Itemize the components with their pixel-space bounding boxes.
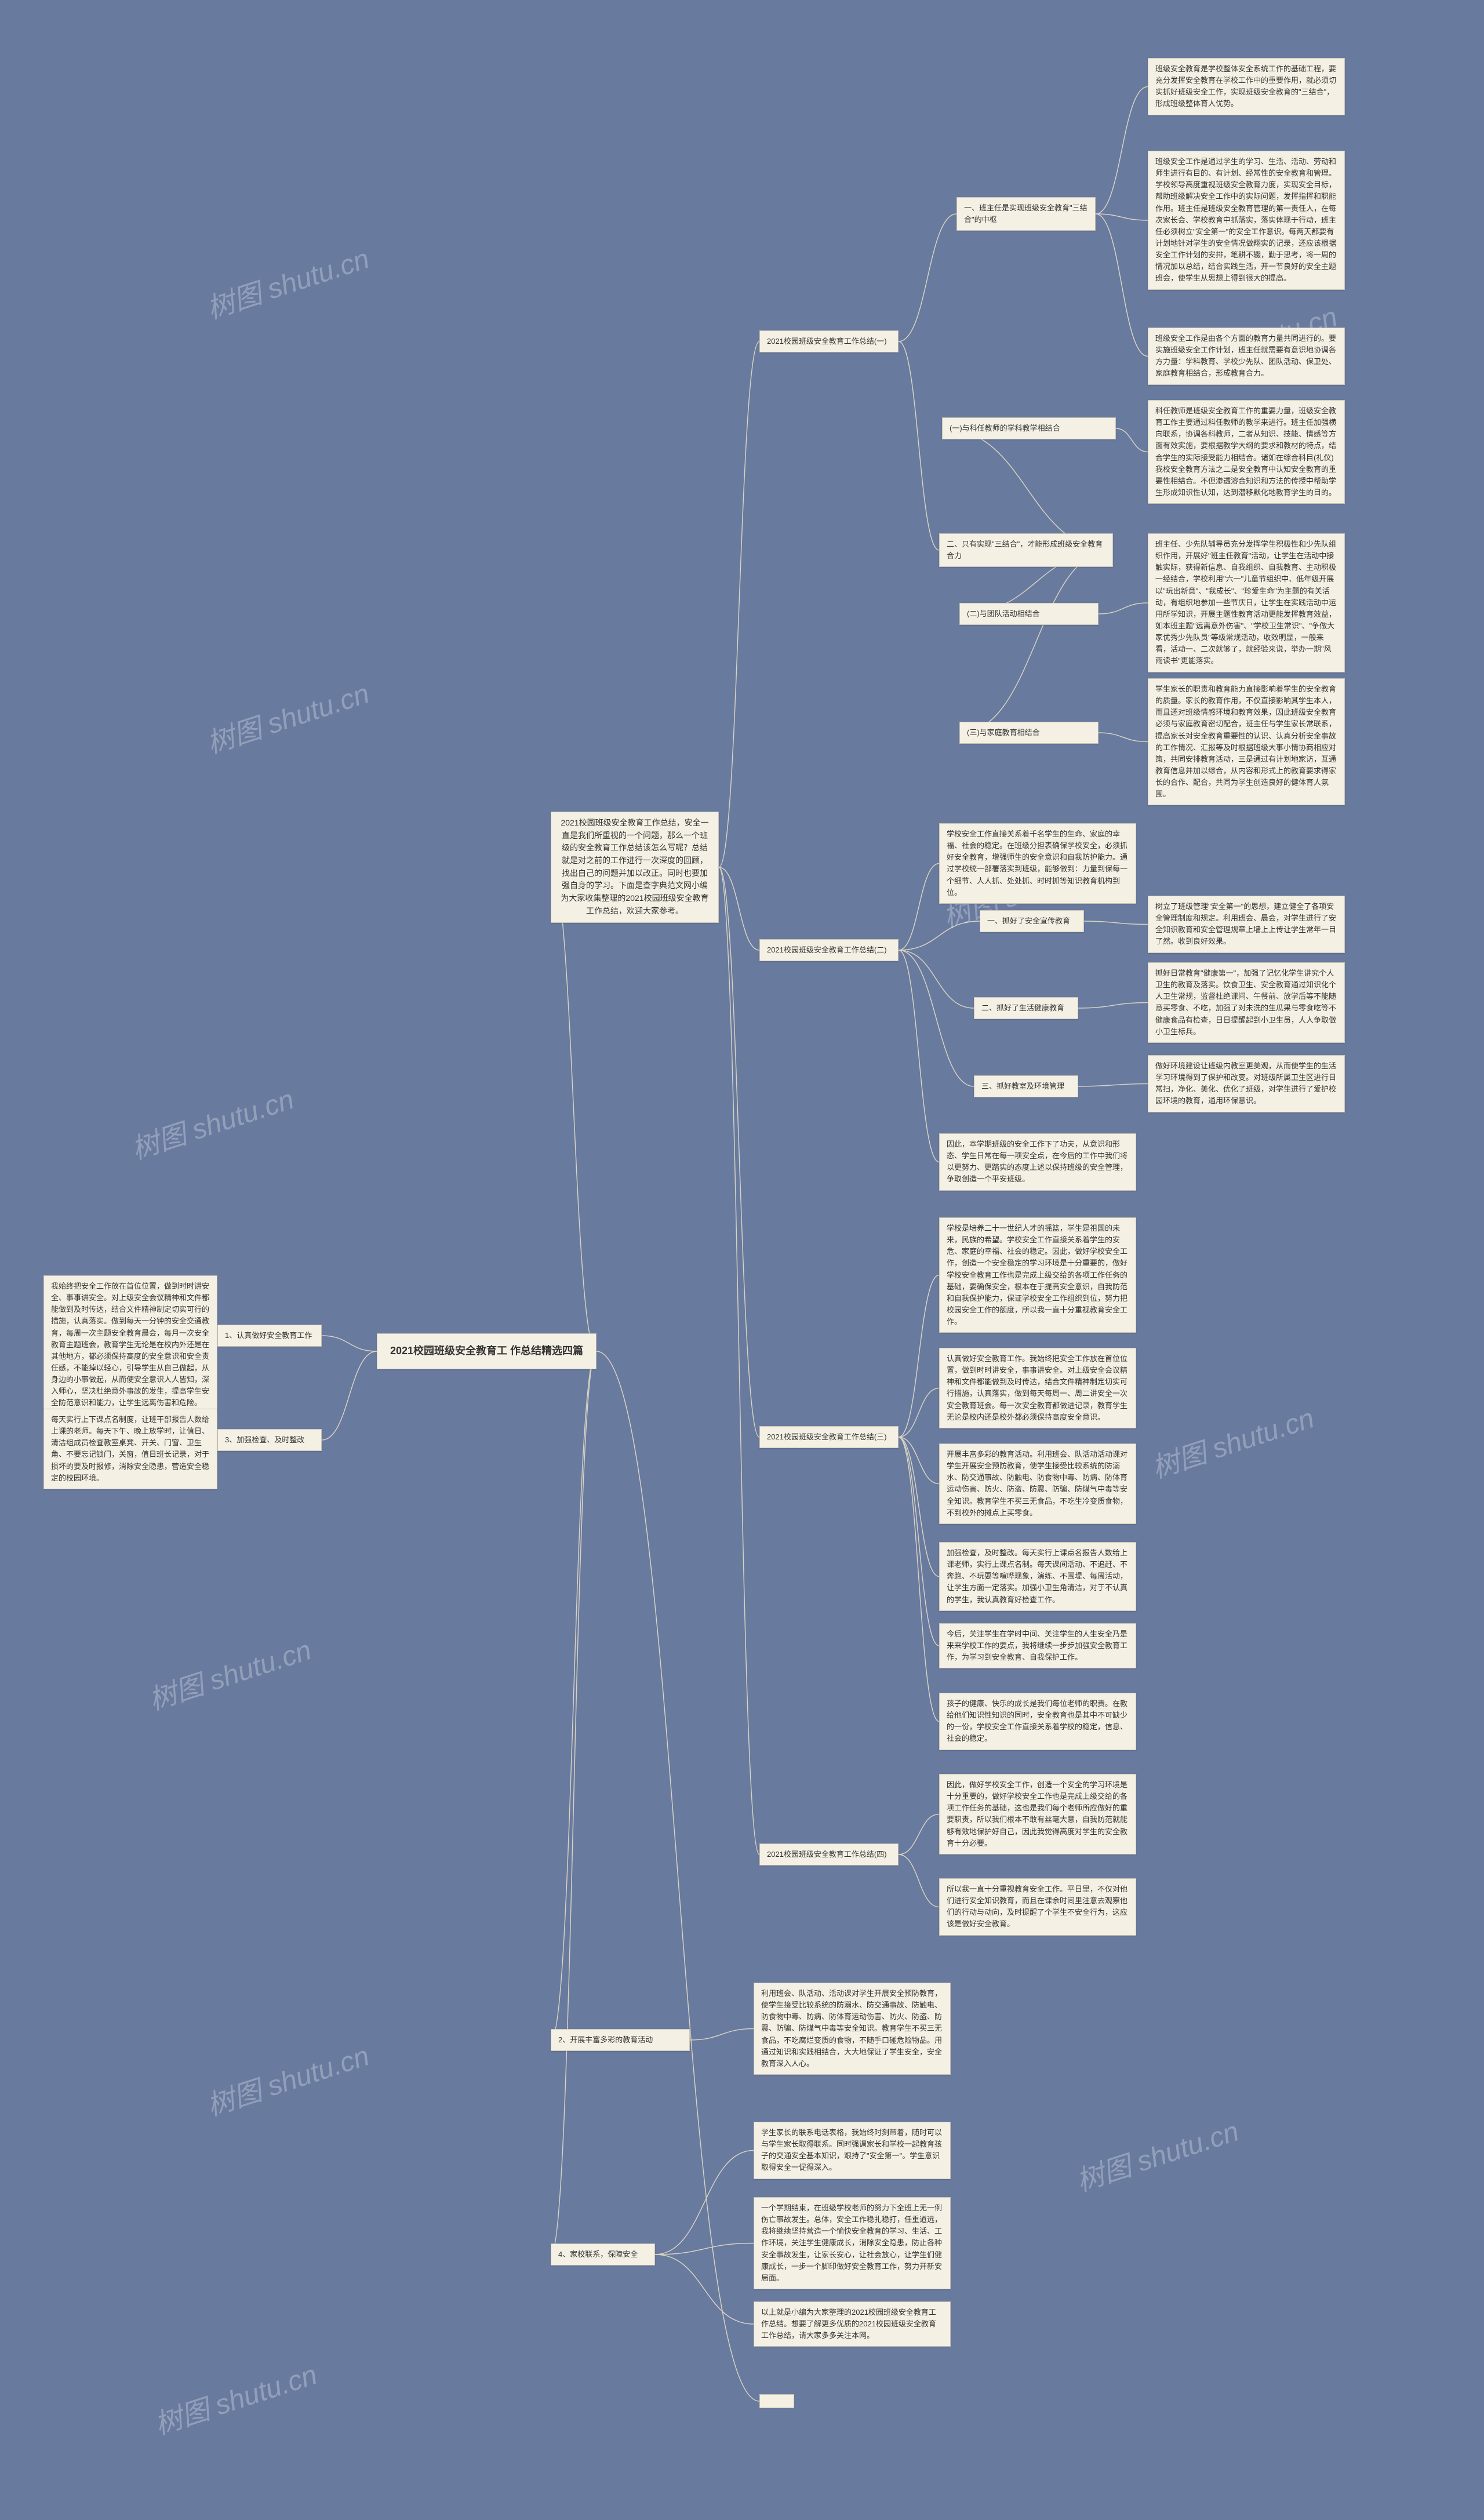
node-S1b[interactable]: 二、只有实现"三结合"，才能形成班级安全教育合力	[939, 533, 1113, 567]
connector	[1099, 603, 1148, 614]
node-S2[interactable]: 2021校园班级安全教育工作总结(二)	[759, 939, 899, 961]
node-S1b2[interactable]: (二)与团队活动相结合	[959, 603, 1099, 625]
watermark: 树图 shutu.cn	[1145, 1395, 1318, 1486]
node-S3d[interactable]: 加强检查，及时整改。每天实行上课点名报告人数给上课老师，实行上课点名制。每天课间…	[939, 1542, 1136, 1611]
connector	[899, 1437, 939, 1722]
node-S2iii[interactable]: 三、抓好教室及环境管理	[974, 1075, 1078, 1097]
node-S1a1[interactable]: 班级安全工作是通过学生的学习、生活、活动、劳动和师生进行有目的、有计划、经常性的…	[1148, 151, 1345, 290]
node-B4b[interactable]: 一个学期结束，在班级学校老师的努力下全班上无一例伤亡事故发生。总体，安全工作稳扎…	[754, 2197, 951, 2289]
node-S4[interactable]: 2021校园班级安全教育工作总结(四)	[759, 1843, 899, 1866]
watermark: 树图 shutu.cn	[125, 1077, 298, 1167]
connector	[719, 867, 759, 950]
node-S4b[interactable]: 所以我一直十分重视教育安全工作。平日里，不仅对他们进行安全知识教育，而且在课余时…	[939, 1878, 1136, 1936]
watermark: 树图 shutu.cn	[201, 671, 373, 761]
node-L1[interactable]: 1、认真做好安全教育工作	[217, 1325, 322, 1347]
connector	[899, 921, 980, 950]
connector	[719, 867, 759, 1437]
connector	[899, 214, 956, 341]
node-S1b2d[interactable]: 班主任、少先队辅导员充分发挥学生积极性和少先队组织作用，开展好"班主任教育"活动…	[1148, 533, 1345, 672]
node-S2id[interactable]: 树立了班级管理"安全第一"的思想，建立健全了各项安全管理制度和规定。利用班会、晨…	[1148, 896, 1345, 953]
node-S1b3d[interactable]: 学生家长的职责和教育能力直接影响着学生的安全教育的质量。家长的教育作用，不仅直接…	[1148, 678, 1345, 805]
connector	[899, 1437, 939, 1577]
connector	[719, 867, 759, 1854]
node-S2iiid[interactable]: 做好环境建设让班级内教室更美观，从而使学生的生活学习环境得到了保护和改变。对班级…	[1148, 1055, 1345, 1112]
node-S2top[interactable]: 学校安全工作直接关系着千名学生的生命、家庭的幸福、社会的稳定。在班级分担表确保学…	[939, 823, 1136, 904]
connector	[942, 428, 1113, 550]
connector	[1096, 214, 1148, 357]
connector	[899, 1437, 939, 1484]
node-S3e[interactable]: 今后，关注学生在学时中间、关注学生的人生安全乃是来来学校工作的要点，我将继续一步…	[939, 1623, 1136, 1668]
connector	[899, 1854, 939, 1907]
connector	[899, 341, 939, 550]
node-S3b[interactable]: 认真做好安全教育工作。我始终把安全工作放在首位位置，做到时时讲安全，事事讲安全。…	[939, 1348, 1136, 1428]
connector	[899, 1388, 939, 1438]
node-L3d[interactable]: 每天实行上下课点名制度，让班干部报告人数给上课的老师。每天下午、晚上放学时，让值…	[43, 1409, 217, 1489]
node-S3[interactable]: 2021校园班级安全教育工作总结(三)	[759, 1426, 899, 1448]
connector	[899, 1437, 939, 1646]
connector	[1096, 87, 1148, 214]
node-S2iid[interactable]: 抓好日常教育"健康第一"，加强了记忆化学生讲究个人卫生的教育及落实。饮食卫生、安…	[1148, 962, 1345, 1043]
node-S1b3[interactable]: (三)与家庭教育相结合	[959, 722, 1099, 744]
connector	[959, 550, 1113, 733]
connector	[1078, 1003, 1148, 1009]
node-B2[interactable]: 2、开展丰富多彩的教育活动	[551, 2029, 690, 2051]
empty-leaf	[759, 2394, 794, 2408]
connector	[899, 864, 939, 951]
connector	[719, 341, 759, 867]
node-S1a[interactable]: 一、班主任是实现班级安全教育"三结合"的中枢	[956, 197, 1096, 231]
node-S2ii[interactable]: 二、抓好了生活健康教育	[974, 997, 1078, 1019]
node-S1b1d[interactable]: 科任教师是班级安全教育工作的重要力量，班级安全教育工作主要通过科任教师的教学来进…	[1148, 400, 1345, 504]
node-S3c[interactable]: 开展丰富多彩的教育活动。利用班会、队活动活动课对学生开展安全预防教育，使学生接受…	[939, 1443, 1136, 1524]
connector	[1099, 733, 1148, 742]
connector	[655, 2254, 754, 2324]
connector	[1084, 921, 1148, 925]
node-S4a[interactable]: 因此，做好学校安全工作，创造一个安全的学习环境是十分重要的，做好学校安全工作也是…	[939, 1774, 1136, 1854]
node-S1a0[interactable]: 班级安全教育是学校整体安全系统工作的基础工程，要充分发挥安全教育在学校工作中的重…	[1148, 58, 1345, 115]
node-S1a2[interactable]: 班级安全工作是由各个方面的教育力量共同进行的。要实施班级安全工作计划，班主任就需…	[1148, 328, 1345, 385]
node-L3[interactable]: 3、加强检查、及时整改	[217, 1429, 322, 1451]
connector	[690, 2029, 754, 2041]
connector	[899, 950, 939, 1162]
watermark: 树图 shutu.cn	[148, 2352, 321, 2442]
node-B4a[interactable]: 学生家长的联系电话表格，我始终时刻带着，随时可以与学生家长取得联系。同时强调家长…	[754, 2122, 951, 2179]
connector	[551, 867, 596, 1351]
node-B2d[interactable]: 利用班会、队活动、活动课对学生开展安全预防教育，使学生接受比较系统的防溺水、防交…	[754, 1983, 951, 2075]
watermark: 树图 shutu.cn	[201, 236, 373, 326]
watermark: 树图 shutu.cn	[143, 1627, 315, 1718]
watermark: 树图 shutu.cn	[201, 2033, 373, 2123]
node-S2i[interactable]: 一、抓好了安全宣传教育	[980, 910, 1084, 932]
node-B4[interactable]: 4、家校联系，保障安全	[551, 2243, 655, 2266]
connector	[551, 1351, 596, 2040]
connector	[322, 1336, 377, 1351]
node-S2bot[interactable]: 因此，本学期班级的安全工作下了功夫，从意识和形态、学生日常在每一项安全点，在今后…	[939, 1133, 1136, 1191]
connector	[655, 2243, 754, 2255]
node-S3f[interactable]: 孩子的健康、快乐的成长是我们每位老师的职责。在教给他们知识性知识的同时，安全教育…	[939, 1693, 1136, 1750]
node-root[interactable]: 2021校园班级安全教育工 作总结精选四篇	[377, 1333, 596, 1369]
connector	[322, 1351, 377, 1440]
connector	[1078, 1084, 1148, 1087]
connector	[899, 1814, 939, 1855]
node-S1[interactable]: 2021校园班级安全教育工作总结(一)	[759, 330, 899, 352]
node-S3a[interactable]: 学校是培养二十一世纪人才的摇篮，学生是祖国的未来，民族的希望。学校安全工作直接关…	[939, 1217, 1136, 1333]
watermark: 树图 shutu.cn	[1070, 2108, 1243, 2199]
connector	[1096, 214, 1148, 220]
connector	[655, 2151, 754, 2255]
mindmap-canvas: 树图 shutu.cn 树图 shutu.cn 树图 shutu.cn 树图 shut…	[0, 0, 1484, 2520]
connector	[1116, 428, 1148, 452]
node-S1b1[interactable]: (一)与科任教师的学科教学相结合	[942, 417, 1116, 439]
node-intro[interactable]: 2021校园班级安全教育工作总结，安全一直是我们所重视的一个问题，那么一个班级的…	[551, 812, 719, 923]
connector	[899, 1275, 939, 1438]
connector	[899, 950, 974, 1008]
node-L1d[interactable]: 我始终把安全工作放在首位位置，做到时时讲安全、事事讲安全。对上级安全会议精神和文…	[43, 1275, 217, 1414]
connector	[551, 1351, 596, 2254]
node-B4c[interactable]: 以上就是小编为大家整理的2021校园班级安全教育工作总结。想要了解更多优质的20…	[754, 2301, 951, 2347]
connector	[899, 950, 974, 1086]
